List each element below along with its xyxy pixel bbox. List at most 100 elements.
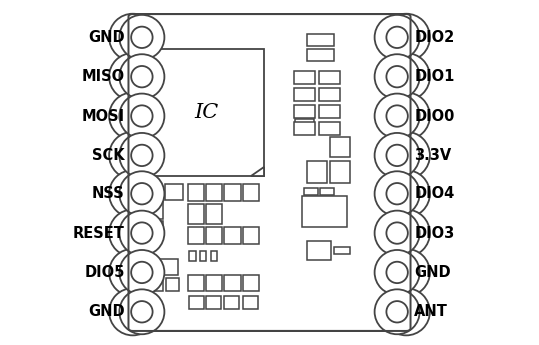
Bar <box>188 227 204 244</box>
Ellipse shape <box>131 145 153 166</box>
Text: DIO0: DIO0 <box>414 109 455 124</box>
Bar <box>307 161 327 184</box>
Text: DIO2: DIO2 <box>414 30 454 45</box>
Ellipse shape <box>109 209 156 257</box>
Text: RESET: RESET <box>73 226 125 240</box>
Bar <box>319 71 340 84</box>
Bar <box>329 161 350 184</box>
Ellipse shape <box>119 15 164 60</box>
Ellipse shape <box>131 27 153 48</box>
Ellipse shape <box>119 250 164 295</box>
Ellipse shape <box>386 183 408 204</box>
Bar <box>321 188 334 195</box>
Text: DIO3: DIO3 <box>414 226 454 240</box>
Bar <box>189 296 204 309</box>
Ellipse shape <box>375 15 420 60</box>
Bar <box>319 105 340 118</box>
Ellipse shape <box>375 250 420 295</box>
Ellipse shape <box>109 288 156 335</box>
Text: IC: IC <box>195 103 219 122</box>
Ellipse shape <box>119 289 164 334</box>
Ellipse shape <box>386 223 408 244</box>
Text: SCK: SCK <box>92 148 125 163</box>
Bar <box>146 221 163 237</box>
Ellipse shape <box>375 93 420 138</box>
Bar <box>307 241 331 260</box>
Ellipse shape <box>386 262 408 283</box>
Bar <box>200 251 206 261</box>
Bar <box>302 196 347 227</box>
Bar <box>224 227 240 244</box>
Ellipse shape <box>109 92 156 140</box>
Ellipse shape <box>383 92 430 140</box>
Ellipse shape <box>131 262 153 283</box>
Ellipse shape <box>119 93 164 138</box>
Ellipse shape <box>383 288 430 335</box>
Ellipse shape <box>119 54 164 99</box>
Ellipse shape <box>383 170 430 217</box>
Bar <box>188 204 204 224</box>
Text: DIO5: DIO5 <box>84 265 125 280</box>
Bar <box>294 122 315 135</box>
Text: DIO4: DIO4 <box>414 186 454 201</box>
Bar <box>149 49 264 176</box>
Bar <box>294 88 315 101</box>
Text: GND: GND <box>88 30 125 45</box>
Bar <box>294 71 315 84</box>
Bar <box>243 227 259 244</box>
Bar <box>243 275 259 290</box>
Ellipse shape <box>386 27 408 48</box>
Ellipse shape <box>109 132 156 179</box>
Text: NSS: NSS <box>92 186 125 201</box>
Ellipse shape <box>383 132 430 179</box>
Ellipse shape <box>375 171 420 216</box>
Bar <box>166 278 179 290</box>
Bar <box>165 185 183 200</box>
Text: ANT: ANT <box>414 304 448 319</box>
Ellipse shape <box>375 210 420 256</box>
Bar <box>224 184 240 200</box>
Bar <box>295 119 314 122</box>
Text: DIO1: DIO1 <box>414 69 455 84</box>
Text: 3.3V: 3.3V <box>414 148 452 163</box>
Text: GND: GND <box>88 304 125 319</box>
Ellipse shape <box>109 249 156 296</box>
Bar <box>334 247 350 254</box>
Text: MOSI: MOSI <box>81 109 125 124</box>
Ellipse shape <box>375 54 420 99</box>
Bar <box>319 88 340 101</box>
Ellipse shape <box>109 14 156 61</box>
Ellipse shape <box>119 210 164 256</box>
Ellipse shape <box>386 145 408 166</box>
Bar <box>146 278 163 290</box>
Bar <box>189 251 196 261</box>
Bar <box>206 204 222 224</box>
Ellipse shape <box>383 53 430 100</box>
Bar <box>146 202 163 219</box>
Bar <box>188 184 204 200</box>
Bar <box>224 275 240 290</box>
Bar <box>319 122 340 135</box>
Ellipse shape <box>386 66 408 87</box>
Ellipse shape <box>131 223 153 244</box>
Bar <box>188 275 204 290</box>
Bar <box>307 49 334 61</box>
Bar <box>206 275 222 290</box>
Bar <box>305 188 318 195</box>
Text: GND: GND <box>414 265 451 280</box>
Ellipse shape <box>131 66 153 87</box>
Polygon shape <box>251 167 264 176</box>
Bar <box>206 227 222 244</box>
Ellipse shape <box>375 133 420 178</box>
Bar <box>146 259 178 275</box>
Bar <box>307 34 334 46</box>
Ellipse shape <box>383 14 430 61</box>
Ellipse shape <box>119 171 164 216</box>
Bar <box>243 184 259 200</box>
Ellipse shape <box>119 133 164 178</box>
Bar <box>206 296 221 309</box>
Ellipse shape <box>375 289 420 334</box>
Ellipse shape <box>131 183 153 204</box>
Ellipse shape <box>386 301 408 323</box>
Bar <box>206 184 222 200</box>
